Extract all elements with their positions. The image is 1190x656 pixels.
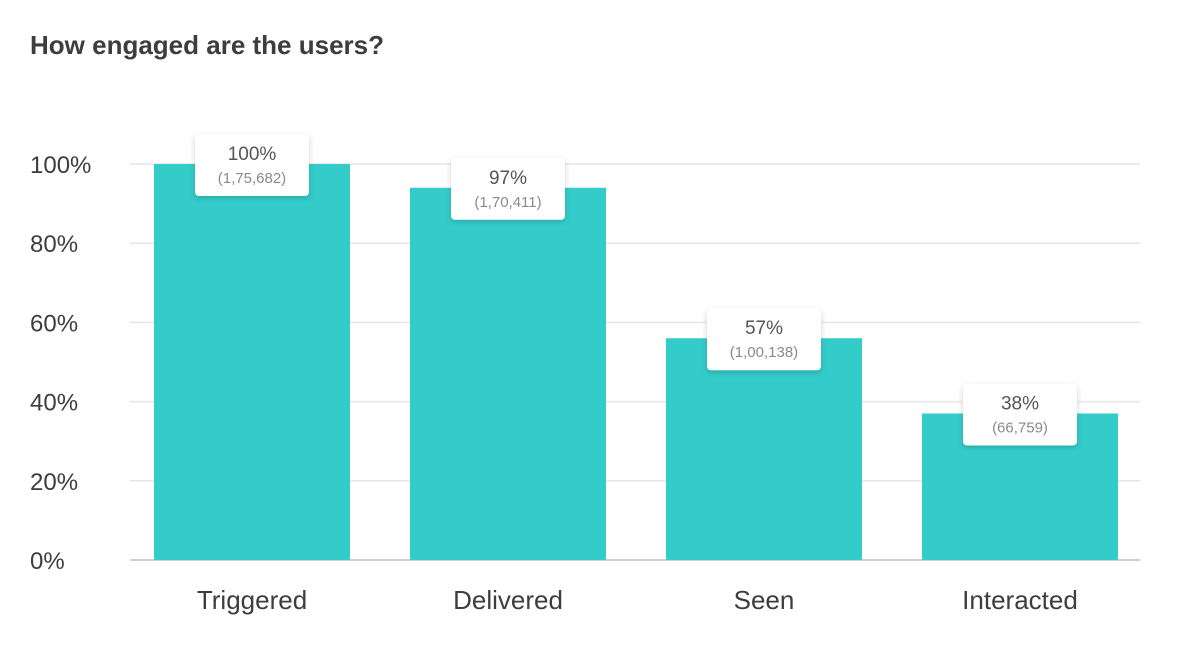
data-labels: 100% (1,75,682) 97% (1,70,411) 57% (1,00,138)…	[195, 134, 1077, 446]
x-tick-label-interacted: Interacted	[962, 585, 1078, 615]
data-label-percent-delivered: 97%	[489, 168, 527, 189]
x-axis-tick-labels: Triggered Delivered Seen Interacted	[197, 585, 1078, 615]
y-tick-label-80: 80%	[30, 231, 78, 258]
data-label-box-interacted	[963, 383, 1077, 446]
data-label-interacted: 38% (66,759)	[963, 383, 1077, 446]
y-axis-tick-labels: 0% 20% 40% 60% 80% 100%	[30, 152, 91, 575]
data-label-triggered: 100% (1,75,682)	[195, 134, 309, 196]
bars	[154, 164, 1118, 560]
x-tick-label-triggered: Triggered	[197, 585, 307, 615]
data-label-seen: 57% (1,00,138)	[707, 308, 821, 371]
data-label-count-triggered: (1,75,682)	[218, 170, 286, 187]
chart-title: How engaged are the users?	[30, 30, 384, 60]
data-label-count-seen: (1,00,138)	[730, 344, 798, 361]
bar-seen	[666, 338, 862, 560]
data-label-delivered: 97% (1,70,411)	[451, 157, 565, 220]
data-label-count-interacted: (66,759)	[992, 419, 1048, 436]
y-tick-label-100: 100%	[30, 152, 91, 179]
y-tick-label-0: 0%	[30, 548, 65, 575]
data-label-count-delivered: (1,70,411)	[474, 194, 541, 211]
data-label-percent-seen: 57%	[745, 318, 783, 339]
data-label-box-triggered	[195, 134, 309, 196]
data-label-percent-triggered: 100%	[228, 144, 277, 165]
x-tick-label-seen: Seen	[734, 585, 795, 615]
y-tick-label-20: 20%	[30, 469, 78, 496]
data-label-box-seen	[707, 308, 821, 371]
bar-triggered	[154, 164, 350, 560]
data-label-box-delivered	[451, 157, 565, 220]
data-label-percent-interacted: 38%	[1001, 393, 1039, 414]
bar-delivered	[410, 187, 606, 560]
y-tick-label-40: 40%	[30, 390, 78, 417]
x-tick-label-delivered: Delivered	[453, 585, 563, 615]
y-tick-label-60: 60%	[30, 310, 78, 337]
